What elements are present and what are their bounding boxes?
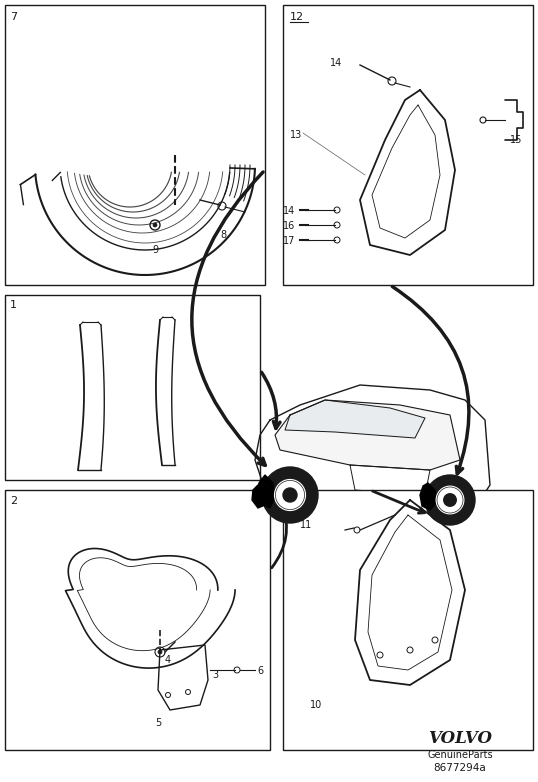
Text: GenuineParts: GenuineParts xyxy=(427,750,493,760)
Circle shape xyxy=(274,479,306,511)
Text: 13: 13 xyxy=(290,130,302,140)
Circle shape xyxy=(425,475,475,525)
Polygon shape xyxy=(257,475,275,508)
Text: 8677294a: 8677294a xyxy=(434,763,486,773)
Text: 12: 12 xyxy=(290,12,304,22)
Bar xyxy=(5,5,265,285)
Text: 8: 8 xyxy=(220,230,226,240)
Text: 15: 15 xyxy=(510,135,522,145)
Circle shape xyxy=(158,650,162,654)
Polygon shape xyxy=(252,485,265,508)
Circle shape xyxy=(153,223,157,227)
Text: 5: 5 xyxy=(155,718,161,728)
Bar xyxy=(283,490,533,750)
Polygon shape xyxy=(275,400,460,470)
Text: 7: 7 xyxy=(10,12,17,22)
Bar xyxy=(5,490,270,750)
Bar xyxy=(283,5,533,285)
Text: 16: 16 xyxy=(283,221,295,231)
Text: 3: 3 xyxy=(212,670,218,680)
Text: 1: 1 xyxy=(10,300,17,310)
Text: 10: 10 xyxy=(310,700,322,710)
Text: 17: 17 xyxy=(282,236,295,246)
Text: 14: 14 xyxy=(330,58,342,68)
Polygon shape xyxy=(420,483,437,510)
Text: VOLVO: VOLVO xyxy=(428,730,492,747)
Polygon shape xyxy=(285,400,425,438)
Text: 2: 2 xyxy=(10,496,17,506)
Circle shape xyxy=(444,493,456,506)
Text: 11: 11 xyxy=(300,520,312,530)
Bar xyxy=(5,295,260,480)
Text: 14: 14 xyxy=(283,206,295,216)
Text: 6: 6 xyxy=(257,666,263,676)
Circle shape xyxy=(262,467,318,523)
Text: 9: 9 xyxy=(152,245,158,255)
Circle shape xyxy=(283,488,297,502)
Text: 4: 4 xyxy=(165,655,171,665)
Circle shape xyxy=(436,486,464,514)
